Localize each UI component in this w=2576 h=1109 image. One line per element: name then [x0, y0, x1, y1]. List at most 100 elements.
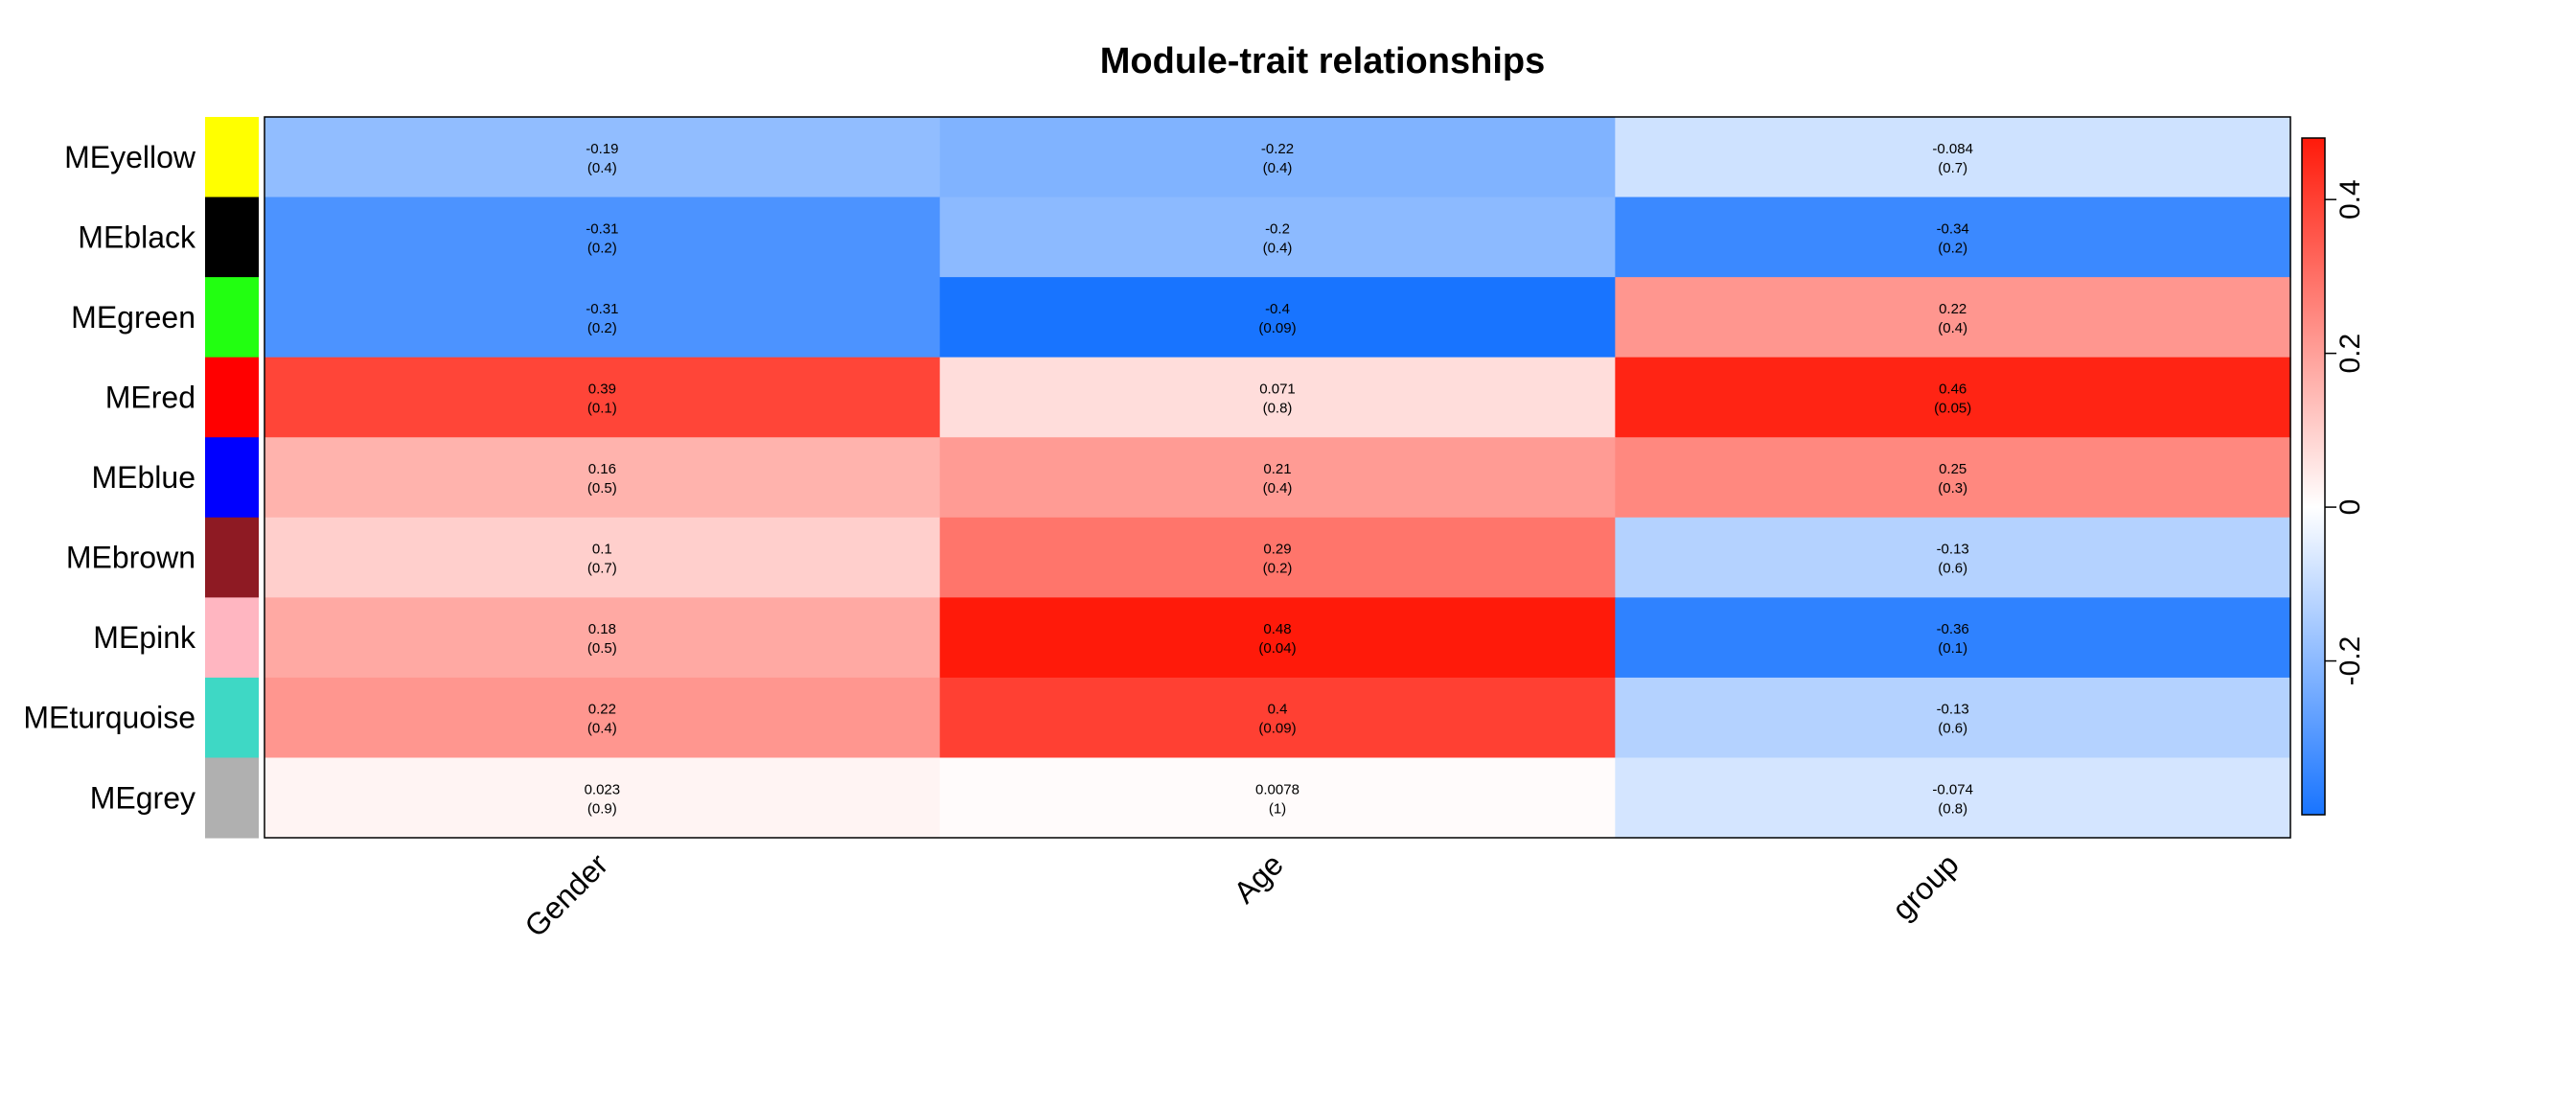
colorbar-tick-label: 0.2 — [2334, 334, 2366, 374]
heatmap-cell — [264, 757, 941, 839]
row-label-MEyellow: MEyellow — [64, 140, 196, 174]
cell-correlation-label: 0.39 — [588, 381, 616, 397]
cell-correlation-label: -0.34 — [1937, 220, 1969, 237]
cell-correlation-label: -0.13 — [1937, 542, 1969, 558]
cell-correlation-label: 0.46 — [1939, 381, 1966, 397]
cell-pvalue-label: (0.1) — [1938, 640, 1967, 657]
column-label-Gender: Gender — [518, 846, 614, 943]
cell-correlation-label: 0.29 — [1263, 542, 1291, 558]
cell-pvalue-label: (0.6) — [1938, 561, 1967, 577]
row-label-MEturquoise: MEturquoise — [23, 701, 196, 735]
row-label-MEblue: MEblue — [92, 460, 196, 495]
module-swatch-MEyellow — [205, 117, 259, 198]
heatmap-cell — [264, 517, 941, 598]
heatmap-cell — [1615, 196, 2291, 278]
cell-correlation-label: -0.19 — [586, 141, 618, 157]
cell-pvalue-label: (0.4) — [587, 721, 617, 737]
row-label-MEpink: MEpink — [93, 620, 196, 655]
cell-pvalue-label: (0.5) — [587, 480, 617, 497]
heatmap-cell — [264, 677, 941, 759]
cell-pvalue-label: (0.8) — [1938, 800, 1967, 817]
heatmap-cell — [264, 196, 941, 278]
colorbar-tick-label: 0.4 — [2334, 179, 2366, 219]
cell-pvalue-label: (0.4) — [1263, 240, 1293, 256]
module-swatch-MEpink — [205, 597, 259, 679]
cell-correlation-label: -0.2 — [1265, 220, 1290, 237]
cell-pvalue-label: (0.9) — [587, 800, 617, 817]
heatmap-cell — [939, 117, 1616, 198]
row-label-MEgreen: MEgreen — [71, 300, 196, 335]
heatmap-cell — [939, 677, 1616, 759]
heatmap-cells — [264, 117, 2291, 839]
cell-pvalue-label: (0.4) — [1263, 160, 1293, 176]
module-color-swatches — [205, 117, 259, 839]
cell-correlation-label: -0.31 — [586, 301, 618, 317]
row-label-MEred: MEred — [105, 380, 196, 414]
heatmap-cell — [1615, 597, 2291, 679]
cell-correlation-label: -0.13 — [1937, 702, 1969, 718]
cell-correlation-label: 0.48 — [1263, 621, 1291, 637]
cell-correlation-label: 0.1 — [592, 542, 612, 558]
heatmap-cell — [264, 437, 941, 519]
cell-pvalue-label: (0.2) — [587, 320, 617, 336]
cell-pvalue-label: (0.05) — [1934, 400, 1971, 416]
heatmap-cell — [939, 517, 1616, 598]
heatmap-cell — [264, 357, 941, 438]
heatmap-cell — [939, 196, 1616, 278]
chart-title: Module-trait relationships — [1100, 41, 1545, 81]
module-swatch-MEblue — [205, 437, 259, 519]
heatmap-cell — [1615, 117, 2291, 198]
row-label-MEbrown: MEbrown — [66, 541, 196, 575]
cell-correlation-label: 0.023 — [585, 781, 621, 797]
cell-correlation-label: 0.4 — [1268, 702, 1288, 718]
cell-pvalue-label: (0.7) — [1938, 160, 1967, 176]
heatmap-cell — [1615, 517, 2291, 598]
cell-correlation-label: -0.36 — [1937, 621, 1969, 637]
row-label-MEgrey: MEgrey — [90, 780, 196, 815]
cell-correlation-label: -0.4 — [1265, 301, 1290, 317]
cell-pvalue-label: (0.09) — [1258, 721, 1296, 737]
cell-value-labels: -0.19 (0.4) -0.22 (0.4) -0.084 (0.7) -0.31 (0.2… — [585, 141, 1973, 817]
column-label-group: group — [1885, 846, 1965, 926]
cell-pvalue-label: (0.09) — [1258, 320, 1296, 336]
heatmap-border — [264, 116, 2291, 839]
heatmap-cell — [264, 117, 941, 198]
cell-correlation-label: 0.16 — [588, 461, 616, 477]
colorbar-gradient — [2301, 137, 2326, 816]
module-swatch-MEturquoise — [205, 677, 259, 758]
cell-pvalue-label: (0.6) — [1938, 721, 1967, 737]
cell-pvalue-label: (0.04) — [1258, 640, 1296, 657]
cell-correlation-label: -0.084 — [1932, 141, 1973, 157]
column-label-Age: Age — [1227, 846, 1290, 910]
row-label-MEblack: MEblack — [78, 219, 196, 254]
cell-pvalue-label: (0.2) — [587, 240, 617, 256]
cell-correlation-label: -0.074 — [1932, 781, 1973, 797]
heatmap-cell — [1615, 437, 2291, 519]
heatmap-cell — [939, 357, 1616, 438]
cell-correlation-label: 0.071 — [1259, 381, 1296, 397]
module-swatch-MEgrey — [205, 757, 259, 839]
cell-pvalue-label: (0.4) — [1938, 320, 1967, 336]
cell-pvalue-label: (0.2) — [1263, 561, 1293, 577]
cell-correlation-label: -0.22 — [1261, 141, 1294, 157]
cell-pvalue-label: (0.1) — [587, 400, 617, 416]
heatmap-cell — [1615, 357, 2291, 438]
heatmap-cell — [264, 277, 941, 358]
cell-correlation-label: -0.31 — [586, 220, 618, 237]
cell-pvalue-label: (1) — [1269, 800, 1286, 817]
heatmap-cell — [1615, 277, 2291, 358]
module-swatch-MEred — [205, 357, 259, 438]
heatmap-cell — [939, 277, 1616, 358]
cell-pvalue-label: (0.2) — [1938, 240, 1967, 256]
cell-pvalue-label: (0.7) — [587, 561, 617, 577]
cell-pvalue-label: (0.4) — [587, 160, 617, 176]
cell-correlation-label: 0.0078 — [1255, 781, 1300, 797]
row-labels: MEyellow MEblack MEgreen MEred MEblue MEbrown… — [23, 140, 196, 815]
colorbar-tick-label: 0 — [2334, 499, 2366, 516]
heatmap-cell — [1615, 757, 2291, 839]
heatmap-cell — [264, 597, 941, 679]
heatmap-cell — [1615, 677, 2291, 759]
heatmap-cell — [939, 757, 1616, 839]
